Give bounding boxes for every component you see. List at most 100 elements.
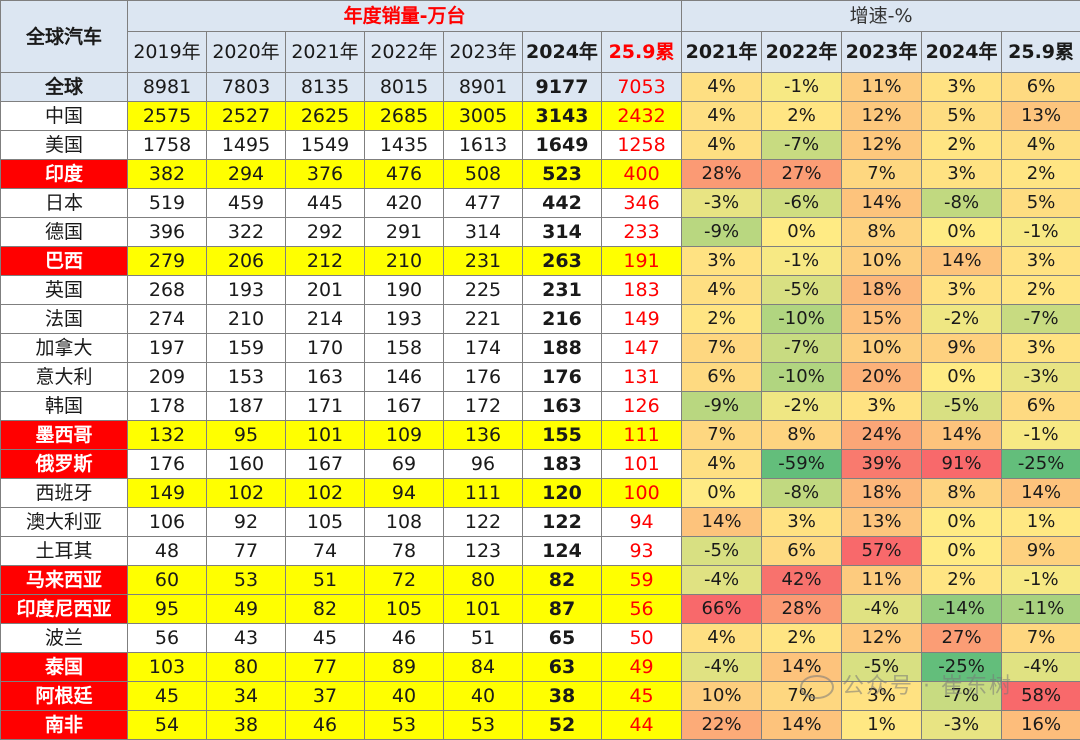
sales-cell: 3005 — [444, 102, 523, 131]
sales-cell: 212 — [286, 247, 365, 276]
sales-year-header: 2023年 — [444, 32, 523, 73]
sales-cell: 82 — [523, 566, 602, 595]
country-name: 法国 — [1, 305, 128, 334]
sales-cell: 49 — [602, 653, 682, 682]
sales-cell: 34 — [207, 682, 286, 711]
sales-cell: 523 — [523, 160, 602, 189]
growth-cell: 57% — [842, 537, 922, 566]
sales-cell: 176 — [523, 363, 602, 392]
sales-cell: 442 — [523, 189, 602, 218]
growth-cell: 2% — [762, 624, 842, 653]
sales-cell: 3143 — [523, 102, 602, 131]
growth-cell: -8% — [762, 479, 842, 508]
growth-cell: -7% — [922, 682, 1002, 711]
country-name: 澳大利亚 — [1, 508, 128, 537]
growth-cell: 14% — [922, 247, 1002, 276]
growth-cell: 4% — [682, 276, 762, 305]
sales-cell: 45 — [128, 682, 207, 711]
country-name: 巴西 — [1, 247, 128, 276]
sales-cell: 8901 — [444, 73, 523, 102]
growth-cell: 2% — [682, 305, 762, 334]
sales-cell: 63 — [523, 653, 602, 682]
sales-cell: 122 — [523, 508, 602, 537]
growth-cell: 4% — [682, 624, 762, 653]
sales-cell: 167 — [286, 450, 365, 479]
sales-cell: 53 — [444, 711, 523, 740]
sales-cell: 274 — [128, 305, 207, 334]
sales-cell: 46 — [365, 624, 444, 653]
growth-group-header: 增速-% — [682, 1, 1080, 32]
sales-cell: 48 — [128, 537, 207, 566]
sales-cell: 65 — [523, 624, 602, 653]
sales-cell: 400 — [602, 160, 682, 189]
growth-cell: 12% — [842, 102, 922, 131]
growth-cell: 12% — [842, 131, 922, 160]
growth-cell: 8% — [842, 218, 922, 247]
country-name: 波兰 — [1, 624, 128, 653]
sales-cell: 2575 — [128, 102, 207, 131]
sales-cell: 420 — [365, 189, 444, 218]
growth-cell: 16% — [1002, 711, 1080, 740]
growth-cell: 27% — [762, 160, 842, 189]
sales-cell: 193 — [365, 305, 444, 334]
growth-cell: 3% — [922, 160, 1002, 189]
sales-cell: 111 — [602, 421, 682, 450]
sales-cell: 7803 — [207, 73, 286, 102]
sales-cell: 59 — [602, 566, 682, 595]
country-name: 西班牙 — [1, 479, 128, 508]
sales-cell: 2527 — [207, 102, 286, 131]
country-name: 阿根廷 — [1, 682, 128, 711]
country-name: 马来西亚 — [1, 566, 128, 595]
growth-cell: 39% — [842, 450, 922, 479]
growth-cell: -4% — [1002, 653, 1080, 682]
sales-cell: 7053 — [602, 73, 682, 102]
sales-cell: 1258 — [602, 131, 682, 160]
sales-cell: 396 — [128, 218, 207, 247]
sales-cell: 122 — [444, 508, 523, 537]
sales-cell: 56 — [602, 595, 682, 624]
country-name: 印度尼西亚 — [1, 595, 128, 624]
growth-cell: 10% — [842, 334, 922, 363]
growth-year-header: 2024年 — [922, 32, 1002, 73]
sales-cell: 268 — [128, 276, 207, 305]
sales-cell: 178 — [128, 392, 207, 421]
growth-cell: 2% — [1002, 276, 1080, 305]
growth-cell: -1% — [1002, 566, 1080, 595]
sales-cell: 105 — [365, 595, 444, 624]
growth-cell: 7% — [682, 421, 762, 450]
sales-cell: 445 — [286, 189, 365, 218]
sales-cell: 1758 — [128, 131, 207, 160]
sales-cell: 2625 — [286, 102, 365, 131]
sales-cell: 2432 — [602, 102, 682, 131]
growth-cell: -4% — [842, 595, 922, 624]
sales-cell: 159 — [207, 334, 286, 363]
sales-cell: 183 — [523, 450, 602, 479]
sales-cell: 101 — [286, 421, 365, 450]
growth-cell: 3% — [682, 247, 762, 276]
growth-cell: -5% — [922, 392, 1002, 421]
sales-cell: 279 — [128, 247, 207, 276]
sales-cell: 53 — [365, 711, 444, 740]
growth-cell: 9% — [1002, 537, 1080, 566]
country-name: 印度 — [1, 160, 128, 189]
sales-year-header: 2021年 — [286, 32, 365, 73]
growth-cell: 1% — [842, 711, 922, 740]
growth-cell: 0% — [922, 537, 1002, 566]
sales-cell: 193 — [207, 276, 286, 305]
sales-cell: 131 — [602, 363, 682, 392]
country-name: 南非 — [1, 711, 128, 740]
